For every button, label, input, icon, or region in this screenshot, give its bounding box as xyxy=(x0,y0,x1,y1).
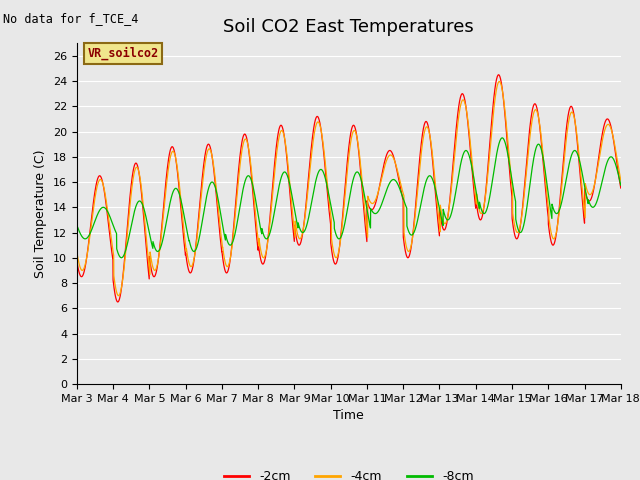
-8cm xyxy=(499,135,506,141)
-4cm xyxy=(402,241,410,247)
-2cm xyxy=(617,184,625,190)
-8cm xyxy=(566,160,573,166)
-8cm xyxy=(617,182,625,188)
-2cm xyxy=(73,258,81,264)
-8cm xyxy=(73,222,81,228)
-8cm xyxy=(617,181,625,187)
Line: -4cm: -4cm xyxy=(77,82,621,296)
-4cm xyxy=(73,249,81,254)
-4cm xyxy=(189,259,197,264)
-4cm xyxy=(495,79,503,84)
-4cm xyxy=(115,293,122,299)
-4cm xyxy=(225,262,233,267)
Legend: -2cm, -4cm, -8cm: -2cm, -4cm, -8cm xyxy=(219,465,479,480)
Line: -8cm: -8cm xyxy=(77,138,621,258)
-2cm xyxy=(189,261,197,266)
-8cm xyxy=(412,226,419,232)
-2cm xyxy=(225,264,233,270)
-2cm xyxy=(566,107,573,112)
-2cm xyxy=(495,72,502,78)
Line: -2cm: -2cm xyxy=(77,75,621,302)
-4cm xyxy=(412,211,419,216)
-8cm xyxy=(118,255,125,261)
-4cm xyxy=(617,177,625,183)
Title: Soil CO2 East Temperatures: Soil CO2 East Temperatures xyxy=(223,18,474,36)
-8cm xyxy=(402,203,410,209)
-4cm xyxy=(566,115,573,120)
-2cm xyxy=(402,251,410,256)
-2cm xyxy=(412,205,419,211)
-2cm xyxy=(617,185,625,191)
-8cm xyxy=(189,249,197,254)
-4cm xyxy=(617,177,625,182)
-8cm xyxy=(225,241,233,247)
Text: VR_soilco2: VR_soilco2 xyxy=(88,47,159,60)
-2cm xyxy=(114,299,122,305)
Y-axis label: Soil Temperature (C): Soil Temperature (C) xyxy=(35,149,47,278)
Text: No data for f_TCE_4: No data for f_TCE_4 xyxy=(3,12,139,25)
X-axis label: Time: Time xyxy=(333,409,364,422)
